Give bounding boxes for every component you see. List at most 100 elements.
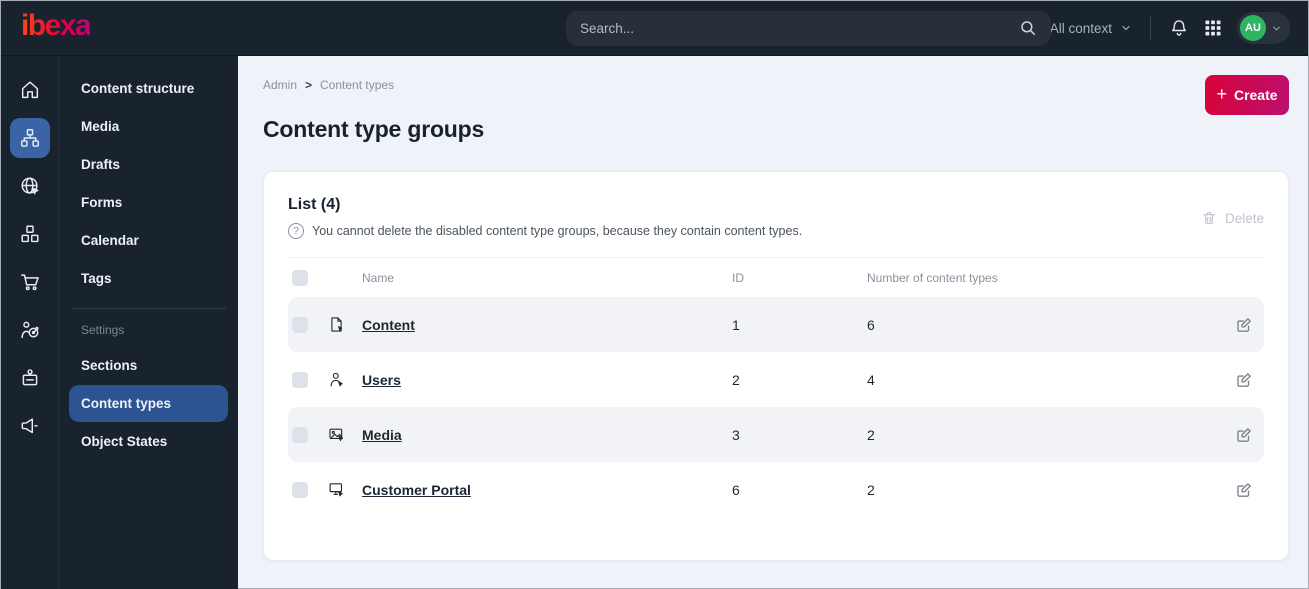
select-all-checkbox[interactable] [292,269,308,286]
sidebar-item-object-states[interactable]: Object States [81,434,168,449]
rail-item-site-globe-icon[interactable] [10,166,50,206]
sidebar-item-sections[interactable]: Sections [81,358,138,373]
edit-icon [1237,317,1251,332]
rail-item-blocks-icon[interactable] [10,214,50,254]
page-title: Content type groups [263,116,485,142]
group-id: 2 [732,371,740,388]
monitor-icon [329,483,343,497]
edit-icon [1237,427,1251,442]
group-name-link[interactable]: Users [362,371,401,388]
breadcrumb: Admin > Content types [263,56,1289,92]
edit-icon [1237,482,1251,497]
rail-item-personalization-target-icon[interactable] [10,310,50,350]
sidebar-menu: Content structure Media Drafts Forms Cal… [59,56,238,589]
list-title: List (4) [288,196,341,213]
cart-icon [20,274,39,291]
home-icon [21,81,38,99]
rail-item-megaphone-icon[interactable] [10,406,50,446]
group-name-link[interactable]: Content [362,316,415,333]
apps-grid-icon[interactable] [1203,18,1223,38]
site-globe-icon [20,177,39,195]
list-info-text: You cannot delete the disabled content t… [312,224,803,238]
edit-button[interactable] [1224,316,1264,334]
notifications-bell-icon[interactable] [1169,18,1189,38]
sidebar-item-media[interactable]: Media [81,119,120,134]
admin-badge-icon [22,369,37,386]
delete-button-label: Delete [1224,210,1264,226]
edit-button[interactable] [1224,481,1264,499]
sidebar-item-drafts[interactable]: Drafts [81,157,121,172]
sidebar-divider [71,308,226,309]
group-name-link[interactable]: Customer Portal [362,481,471,498]
group-count: 6 [867,316,875,333]
delete-button[interactable]: Delete [1201,196,1264,226]
row-checkbox[interactable] [292,426,308,443]
top-bar: ibexa Site: All context [1,1,1308,56]
trash-icon [1203,212,1215,224]
group-id: 6 [732,481,740,498]
group-count: 2 [867,481,875,498]
rail-item-cart-icon[interactable] [10,262,50,302]
breadcrumb-content-types: Content types [320,78,395,92]
group-count: 2 [867,426,875,443]
main-content: Admin > Content types + Create Content t… [238,56,1308,589]
list-info: ? You cannot delete the disabled content… [288,223,802,239]
create-button-label: Create [1233,87,1278,103]
sidebar-item-content-types[interactable]: Content types [69,385,228,422]
search-input[interactable] [580,20,1019,36]
user-icon [330,372,343,387]
group-id: 1 [732,316,740,333]
row-type-icon [328,426,362,443]
column-header-id: ID [732,270,744,285]
breadcrumb-admin[interactable]: Admin [263,78,298,92]
row-type-icon [328,481,362,498]
rail-item-admin-badge-icon[interactable] [10,358,50,398]
table-row: Media 3 2 [288,407,1264,462]
create-button[interactable]: + Create [1205,75,1289,115]
plus-icon: + [1216,84,1227,104]
ibexa-logo[interactable]: ibexa [21,11,92,45]
search-icon[interactable] [1019,19,1037,37]
sidebar-item-content-structure[interactable]: Content structure [81,81,195,96]
column-header-count: Number of content types [867,270,998,285]
personalization-target-icon [20,321,39,339]
global-search[interactable] [566,10,1051,46]
column-header-name: Name [362,270,395,285]
edit-icon [1237,372,1251,387]
breadcrumb-separator: > [305,78,313,92]
avatar: AU [1240,15,1266,41]
chevron-down-icon [1120,22,1132,34]
row-type-icon [328,371,362,388]
group-name-link[interactable]: Media [362,426,402,443]
edit-button[interactable] [1224,426,1264,444]
group-count: 4 [867,371,875,388]
edit-button[interactable] [1224,371,1264,389]
table-row: Customer Portal 6 2 [288,462,1264,517]
table-header-row: Name ID Number of content types [288,257,1264,297]
table-row: Users 2 4 [288,352,1264,407]
content-type-groups-table: Name ID Number of content types Content … [288,257,1264,517]
sidebar-item-calendar[interactable]: Calendar [81,233,139,248]
icon-rail [1,56,59,589]
row-checkbox[interactable] [292,316,308,333]
file-icon [331,317,343,332]
sidebar-section-settings: Settings [81,323,125,337]
image-icon [329,428,344,442]
sidebar-item-tags[interactable]: Tags [81,271,112,286]
chevron-down-icon [1271,23,1282,34]
megaphone-icon [21,418,38,434]
blocks-icon [20,225,39,243]
help-question-icon: ? [288,223,304,239]
content-structure-icon [20,129,39,147]
topbar-divider [1150,16,1151,40]
row-checkbox[interactable] [292,481,308,498]
row-checkbox[interactable] [292,371,308,388]
rail-item-content-structure-icon[interactable] [9,118,50,158]
group-id: 3 [732,426,740,443]
row-type-icon [328,316,362,333]
table-row: Content 1 6 [288,297,1264,352]
sidebar-item-forms[interactable]: Forms [81,195,123,210]
rail-item-home-icon[interactable] [10,70,50,110]
content-type-groups-card: List (4) ? You cannot delete the disable… [263,171,1289,561]
user-menu[interactable]: AU [1237,12,1290,44]
